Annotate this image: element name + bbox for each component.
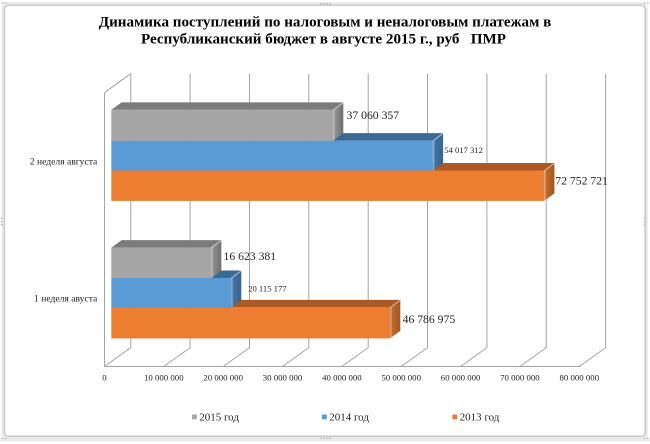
svg-text:16 623 381: 16 623 381 [224, 250, 277, 263]
svg-text:54 017 312: 54 017 312 [444, 145, 483, 155]
svg-text:Республиканский бюджет в авгус: Республиканский бюджет в августе 2015 г.… [141, 32, 506, 48]
svg-text:2015 год: 2015 год [199, 412, 239, 424]
svg-text:1 неделя авуста: 1 неделя авуста [34, 294, 98, 305]
svg-text:30 000 000: 30 000 000 [263, 373, 303, 383]
svg-text:20 000 000: 20 000 000 [203, 373, 243, 383]
svg-text:2 неделя августа: 2 неделя августа [30, 157, 98, 168]
svg-text:2013 год: 2013 год [460, 412, 500, 424]
svg-text:72 752 721: 72 752 721 [555, 175, 608, 188]
svg-text:10 000 000: 10 000 000 [144, 373, 184, 383]
svg-text:80 000 000: 80 000 000 [560, 373, 600, 383]
svg-text:70 000 000: 70 000 000 [500, 373, 540, 383]
svg-text:2014 год: 2014 год [329, 412, 369, 424]
svg-text:40 000 000: 40 000 000 [322, 373, 362, 383]
svg-text:0: 0 [102, 373, 107, 383]
svg-text:50 000 000: 50 000 000 [381, 373, 421, 383]
svg-text:37 060 357: 37 060 357 [347, 109, 400, 122]
svg-text:60 000 000: 60 000 000 [441, 373, 481, 383]
svg-text:Динамика поступлений по налого: Динамика поступлений по налоговым и нена… [99, 15, 552, 31]
svg-text:20 115 177: 20 115 177 [248, 284, 287, 294]
svg-text:46 786 975: 46 786 975 [403, 313, 456, 326]
